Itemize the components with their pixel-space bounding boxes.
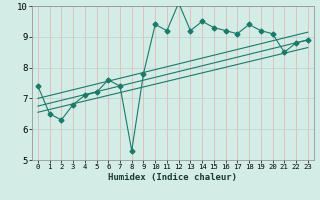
X-axis label: Humidex (Indice chaleur): Humidex (Indice chaleur) <box>108 173 237 182</box>
